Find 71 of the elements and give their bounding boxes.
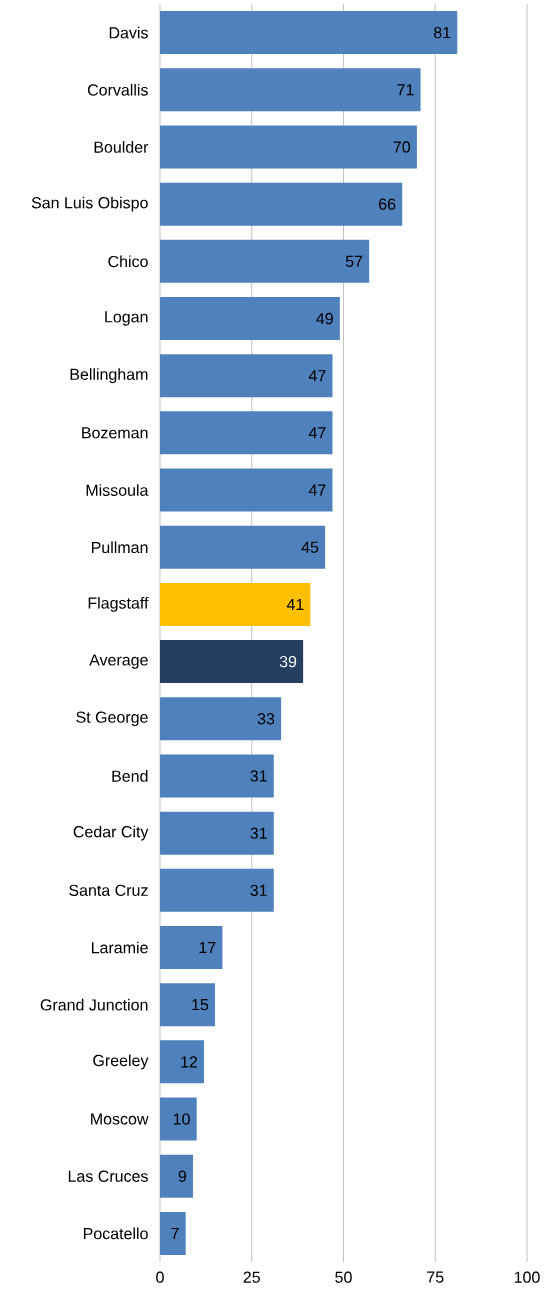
y-tick-label: Santa Cruz — [69, 884, 148, 896]
data-label: 57 — [345, 255, 363, 267]
data-label: 7 — [171, 1227, 179, 1239]
bar — [160, 297, 340, 341]
data-label: 70 — [393, 141, 411, 153]
data-label: 31 — [250, 770, 267, 782]
bar — [160, 239, 370, 283]
bar — [160, 868, 274, 912]
bar — [160, 411, 333, 455]
x-tick-label: 25 — [243, 1271, 260, 1283]
x-tick-label: 50 — [335, 1271, 352, 1283]
y-tick-label: Bend — [112, 770, 148, 782]
bar — [160, 1211, 186, 1255]
bar — [160, 754, 274, 798]
y-tick-label: Greeley — [93, 1054, 149, 1070]
y-tick-label: Corvallis — [87, 83, 148, 96]
data-label: 41 — [286, 598, 304, 610]
x-tick-label: 0 — [156, 1271, 164, 1283]
bar — [160, 697, 282, 741]
data-label: 49 — [316, 312, 333, 325]
bar — [160, 811, 274, 855]
y-tick-label: Las Cruces — [68, 1170, 148, 1182]
data-label: 47 — [308, 484, 326, 496]
y-tick-label: St George — [76, 711, 148, 727]
y-tick-label: Cedar City — [73, 825, 149, 841]
bar — [160, 468, 333, 512]
y-tick-label: Davis — [109, 26, 148, 39]
y-tick-label: Grand Junction — [40, 998, 148, 1011]
y-tick-label: Missoula — [86, 484, 149, 496]
y-tick-label: Flagstaff — [88, 596, 149, 612]
data-label: 33 — [257, 713, 275, 725]
bar — [160, 354, 333, 398]
y-tick-label: San Luis Obispo — [31, 196, 148, 212]
y-tick-label: Logan — [105, 311, 148, 326]
y-tick-label: Pocatello — [83, 1227, 148, 1240]
bar — [160, 640, 304, 684]
data-label: 39 — [279, 655, 297, 668]
y-tick-label: Chico — [108, 255, 148, 268]
y-tick-label: Bellingham — [70, 368, 148, 384]
bar — [160, 11, 458, 55]
y-tick-label: Moscow — [91, 1113, 149, 1125]
data-label: 71 — [397, 84, 414, 96]
y-tick-label: Pullman — [91, 541, 148, 554]
bar — [160, 1154, 194, 1198]
y-tick-label: Laramie — [91, 941, 148, 954]
data-label: 15 — [192, 999, 209, 1011]
bar — [160, 182, 403, 226]
data-label: 47 — [308, 427, 326, 439]
bar — [160, 1040, 205, 1084]
data-label: 12 — [181, 1056, 198, 1068]
bar — [160, 983, 216, 1027]
data-label: 45 — [301, 541, 319, 553]
y-tick-label: Bozeman — [82, 427, 148, 439]
x-tick-label: 75 — [427, 1271, 444, 1283]
bar — [160, 68, 421, 112]
data-label: 10 — [173, 1113, 190, 1125]
y-tick-label: Average — [89, 654, 148, 669]
data-label: 31 — [250, 827, 267, 839]
bar — [160, 926, 223, 969]
data-label: 81 — [433, 26, 451, 39]
data-label: 17 — [199, 941, 216, 953]
data-label: 31 — [250, 884, 267, 896]
x-tick-label: 100 — [514, 1271, 540, 1283]
bar — [160, 1097, 197, 1141]
data-label: 47 — [308, 370, 326, 382]
data-label: 66 — [379, 198, 396, 210]
bar — [160, 582, 311, 626]
bar — [160, 125, 417, 169]
bar — [160, 525, 326, 569]
data-label: 9 — [178, 1170, 187, 1182]
y-tick-label: Boulder — [94, 141, 149, 153]
